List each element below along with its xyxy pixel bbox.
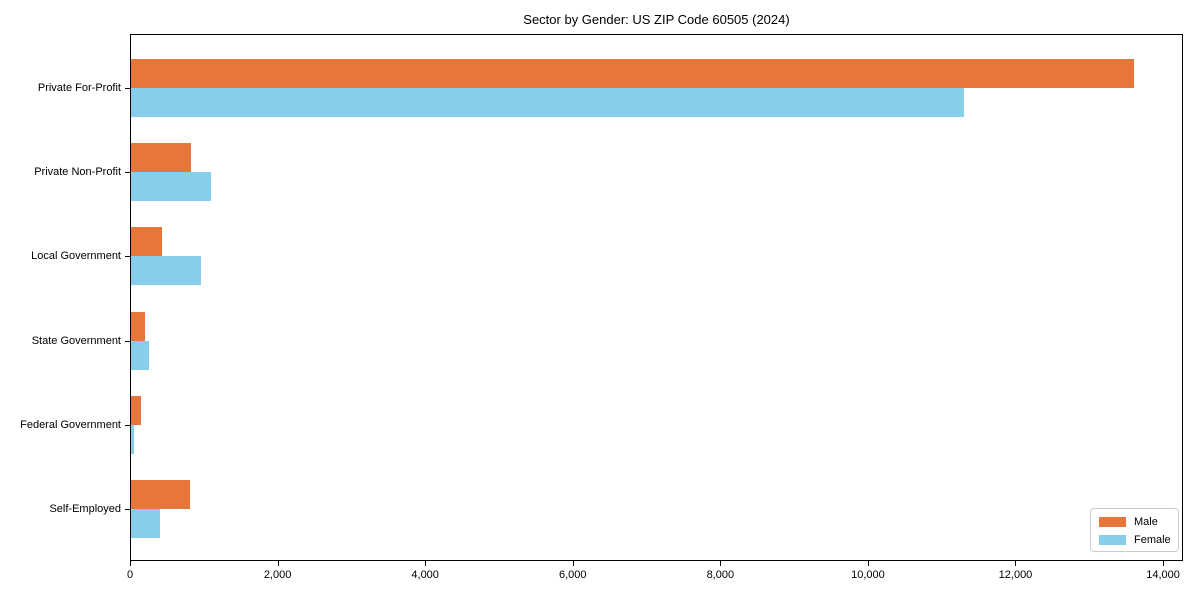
bar-male-local-government [131,227,162,257]
x-tick-label-10000: 10,000 [851,569,885,581]
y-tick-mark [125,424,130,426]
bar-female-private-non-profit [131,172,212,202]
x-tick-mark [130,561,131,566]
bar-female-private-for-profit [131,88,964,117]
x-tick-mark [425,561,427,566]
legend-label-male: Male [1134,515,1158,528]
x-tick-mark [1163,561,1165,566]
x-tick-mark [1015,561,1017,566]
x-tick-label-14000: 14,000 [1146,569,1180,581]
bar-male-federal-government [131,395,142,425]
y-tick-mark [125,509,130,510]
bar-female-local-government [131,256,201,286]
y-tick-mark [125,172,130,174]
x-tick-label-2000: 2,000 [263,569,292,581]
bar-male-private-for-profit [131,59,1134,88]
y-tick-label-local-government: Local Government [31,250,121,263]
legend-item-female: Female [1099,532,1171,547]
x-tick-mark [572,561,574,566]
bar-female-self-employed [131,509,161,538]
x-tick-label-4000: 4,000 [411,569,439,581]
legend-label-female: Female [1134,533,1171,546]
plot-area [130,34,1183,561]
bar-female-federal-government [131,424,135,454]
y-tick-label-private-non-profit: Private Non-Profit [34,166,121,179]
x-tick-mark [720,561,722,566]
y-tick-label-federal-government: Federal Government [20,418,121,431]
y-tick-label-private-for-profit: Private For-Profit [37,82,121,94]
x-tick-label-12000: 12,000 [998,569,1033,581]
legend: Male Female [1090,508,1179,552]
x-tick-mark [277,561,279,566]
legend-swatch-female [1099,534,1126,545]
y-tick-mark [125,88,130,89]
legend-item-male: Male [1099,514,1170,529]
bar-male-self-employed [131,480,190,509]
chart-title: Sector by Gender: US ZIP Code 60505 (202… [523,12,790,27]
bar-male-state-government [131,311,146,341]
bar-male-private-non-profit [131,143,191,173]
x-tick-label-6000: 6,000 [558,569,587,581]
bar-female-state-government [131,340,150,370]
y-tick-mark [125,340,130,342]
x-tick-mark [867,561,869,566]
legend-swatch-male [1099,516,1126,527]
x-tick-label-0: 0 [126,569,134,581]
y-tick-mark [125,256,130,258]
y-tick-label-self-employed: Self-Employed [49,503,121,515]
y-tick-label-state-government: State Government [31,334,121,347]
x-tick-label-8000: 8,000 [706,569,735,581]
